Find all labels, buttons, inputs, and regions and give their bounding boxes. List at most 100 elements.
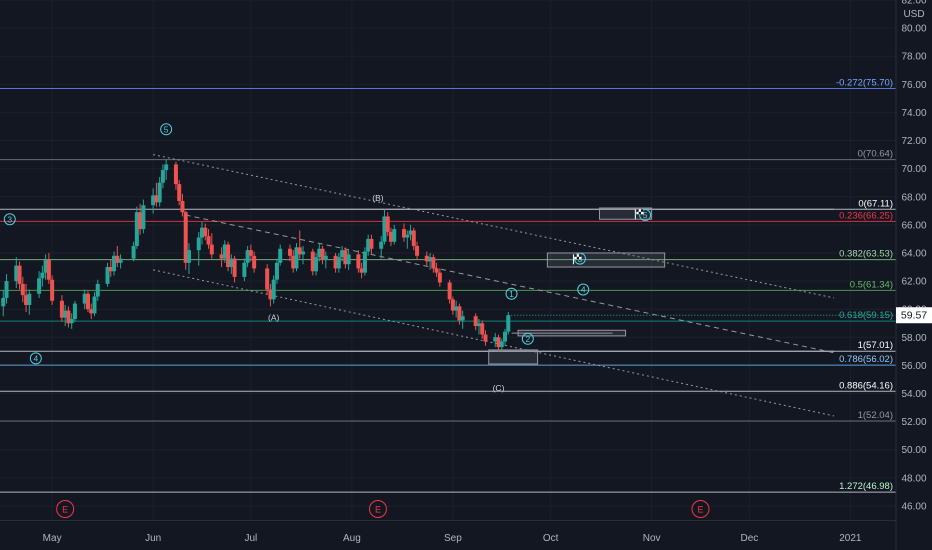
candle: [20, 276, 25, 303]
candle-body: [346, 254, 351, 265]
candle: [27, 289, 32, 315]
candle-body: [333, 255, 338, 269]
candle-body: [200, 227, 205, 238]
wave-labels: 534(B)(A)(C)12435: [3, 123, 652, 393]
candle-body: [402, 229, 407, 238]
price-tick-label: 56.00: [901, 361, 926, 372]
candlesticks: [1, 159, 511, 352]
candle: [50, 275, 55, 305]
candle: [115, 245, 120, 268]
candle-body: [229, 258, 234, 268]
candle: [206, 229, 211, 249]
candle: [229, 254, 234, 275]
candle-body: [301, 251, 306, 255]
price-tick-label: 52.00: [901, 417, 926, 428]
candle: [186, 243, 191, 275]
fib-level-label: -0.272(75.70): [836, 78, 893, 89]
time-tick-label: 2021: [839, 533, 862, 544]
candle: [454, 300, 459, 318]
candle: [164, 159, 169, 180]
candle-body: [268, 289, 273, 300]
candle-body: [95, 283, 100, 297]
drawing-objects[interactable]: [153, 154, 896, 417]
candle-body: [496, 337, 501, 348]
fib-level-label: 0.5(61.34): [850, 279, 893, 290]
candle-body: [493, 337, 498, 342]
price-tick-label: 78.00: [901, 52, 926, 63]
candle-body: [320, 248, 325, 260]
fib-level-label: 0(67.11): [858, 198, 893, 209]
wave-circle: [29, 352, 42, 365]
wave-label: 4: [33, 354, 38, 364]
candle-body: [356, 254, 361, 269]
wave-label: 2: [525, 334, 530, 344]
candle: [287, 244, 292, 262]
candle: [134, 206, 139, 249]
candle-body: [50, 279, 55, 301]
fib-level-label: 1.272(46.98): [839, 481, 893, 492]
candle-body: [343, 250, 348, 265]
candle-body: [245, 250, 250, 263]
candle: [59, 295, 64, 322]
candle-body: [203, 227, 208, 237]
earnings-marker-label: E: [62, 504, 68, 514]
candle-body: [457, 306, 462, 321]
candle: [89, 303, 94, 320]
candle-body: [141, 205, 146, 230]
candle: [43, 254, 48, 280]
candle-body: [379, 241, 384, 249]
candle: [203, 223, 208, 241]
price-tick-label: 82.00: [901, 0, 926, 7]
candle: [219, 247, 224, 268]
time-axis[interactable]: May Jun Jul Aug Sep Oct Nov Dec 2021: [0, 520, 896, 545]
candle: [69, 313, 74, 329]
candle: [271, 275, 276, 304]
candle-body: [314, 257, 319, 272]
candle-body: [388, 231, 393, 242]
candle: [177, 179, 182, 206]
candle-body: [460, 316, 465, 321]
time-tick-label: Aug: [343, 533, 361, 544]
candle-body: [415, 245, 420, 256]
candle-body: [82, 293, 87, 304]
candle: [1, 290, 6, 317]
candle: [180, 193, 185, 217]
candle-body: [408, 230, 413, 235]
wave-label: 3: [7, 214, 12, 224]
wave-label: 5: [643, 210, 648, 220]
candle: [473, 313, 478, 331]
wave-label: 1: [509, 289, 514, 299]
candle-body: [476, 323, 481, 327]
candle: [431, 254, 436, 273]
candle-body: [454, 306, 459, 311]
candle: [160, 164, 165, 189]
candle-body: [63, 310, 68, 318]
candle-body: [89, 309, 94, 314]
candle-body: [369, 238, 374, 249]
candle-body: [131, 245, 136, 259]
candle: [248, 244, 253, 262]
candle: [402, 223, 407, 242]
candle-body: [278, 248, 283, 263]
candle: [310, 248, 315, 276]
candle: [424, 251, 429, 266]
candle-body: [291, 255, 296, 269]
price-axis[interactable]: 46.0048.0050.0052.0054.0056.0058.0060.00…: [895, 0, 932, 550]
candle-body: [134, 212, 139, 246]
wave-circle: [160, 123, 173, 136]
candle-body: [437, 272, 442, 283]
price-tick-label: 54.00: [901, 389, 926, 400]
candle-body: [24, 295, 29, 305]
candle: [317, 243, 322, 262]
candle: [476, 319, 481, 335]
fib-level-label: 0(70.64): [858, 149, 893, 160]
candle-body: [20, 283, 25, 296]
wave-label: 4: [581, 285, 586, 295]
candle-body: [297, 247, 302, 255]
candle-body: [424, 255, 429, 262]
price-tick-label: 74.00: [901, 108, 926, 119]
candle: [82, 289, 87, 310]
candle: [40, 265, 45, 287]
